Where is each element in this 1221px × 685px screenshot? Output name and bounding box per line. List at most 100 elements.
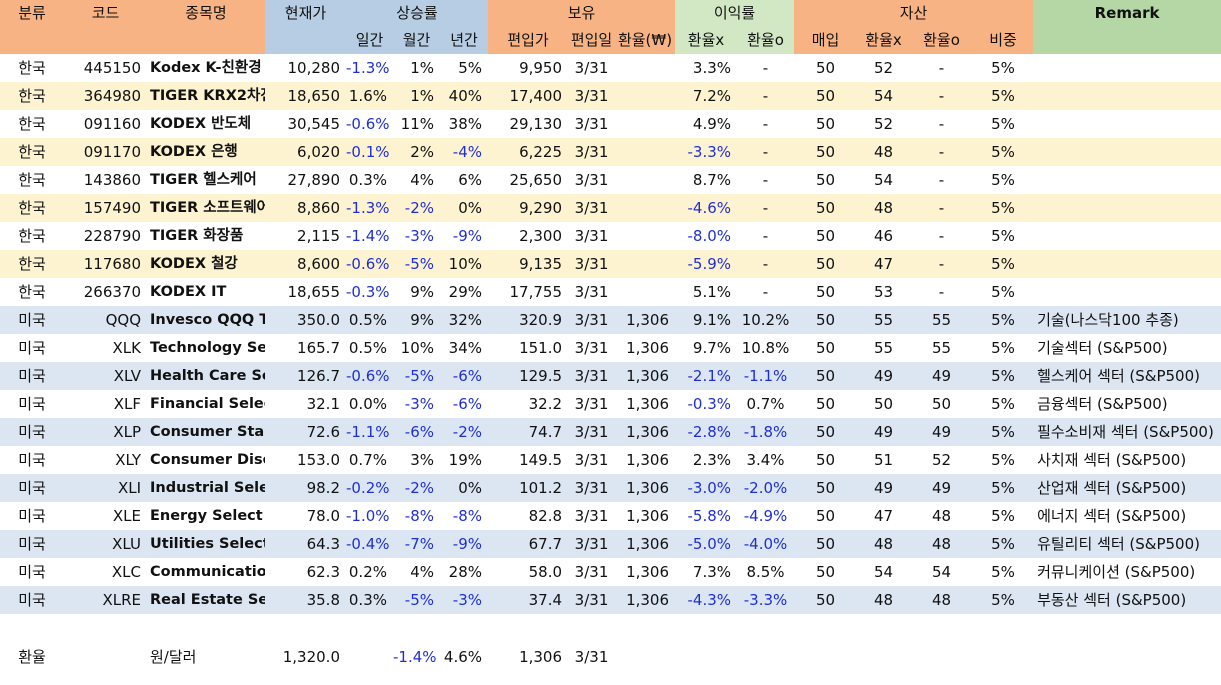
cell-yearly[interactable]: -6% [452, 395, 483, 413]
cell-category[interactable]: 미국 [18, 507, 46, 525]
cell-fx-rate[interactable]: 1,306 [615, 474, 676, 502]
cell-weight[interactable]: 5% [991, 339, 1015, 357]
cell-asset-o[interactable]: 55 [931, 339, 952, 357]
cell-yearly[interactable]: 0% [440, 474, 489, 502]
cell-category[interactable]: 미국 [0, 418, 64, 446]
cell-purchase[interactable]: 50 [815, 171, 836, 189]
cell-price[interactable]: 32.1 [306, 395, 340, 413]
cell-buy-price[interactable]: 67.7 [488, 530, 569, 558]
cell-asset-x[interactable]: 46 [873, 227, 894, 245]
cell-code[interactable]: XLK [112, 339, 141, 357]
cell-purchase[interactable]: 50 [794, 586, 858, 614]
cell-daily[interactable]: 0.2% [348, 563, 387, 581]
cell-fx-rate[interactable]: 1,306 [626, 395, 670, 413]
cell-name[interactable]: Health Care Select [147, 362, 265, 390]
header-name[interactable]: 종목명 [147, 0, 265, 27]
cell-monthly[interactable]: -6% [393, 418, 440, 446]
header-yearly[interactable]: 년간 [440, 27, 489, 54]
cell-yearly[interactable]: 40% [440, 82, 489, 110]
cell-category[interactable]: 미국 [0, 474, 64, 502]
cell-profit-o[interactable]: 8.5% [746, 563, 785, 581]
cell-category[interactable]: 미국 [0, 306, 64, 334]
cell-asset-x[interactable]: 48 [857, 530, 911, 558]
fx-empty-1[interactable] [64, 642, 147, 672]
cell-buy-date[interactable]: 3/31 [574, 395, 609, 413]
cell-remark[interactable] [1033, 54, 1221, 82]
cell-purchase[interactable]: 50 [794, 418, 858, 446]
cell-weight[interactable]: 5% [991, 59, 1015, 77]
cell-buy-date[interactable]: 3/31 [574, 171, 609, 189]
cell-name[interactable]: TIGER 화장품 [150, 228, 244, 244]
cell-monthly[interactable]: -8% [404, 507, 434, 525]
cell-category[interactable]: 한국 [18, 227, 46, 245]
cell-asset-x[interactable]: 54 [857, 82, 911, 110]
cell-profit-o[interactable]: 10.2% [737, 306, 795, 334]
cell-weight[interactable]: 5% [991, 563, 1015, 581]
cell-price[interactable]: 165.7 [297, 339, 340, 357]
fx-daily[interactable] [346, 642, 393, 672]
cell-code[interactable]: XLI [64, 474, 147, 502]
cell-yearly[interactable]: -9% [452, 227, 483, 245]
cell-yearly[interactable]: -2% [440, 418, 489, 446]
cell-code[interactable]: 091170 [64, 138, 147, 166]
header-asset-x[interactable]: 환율x [857, 27, 911, 54]
cell-weight[interactable]: 5% [973, 82, 1034, 110]
cell-asset-x[interactable]: 48 [857, 138, 911, 166]
cell-purchase[interactable]: 50 [794, 530, 858, 558]
cell-profit-o[interactable]: - [762, 115, 769, 133]
cell-monthly[interactable]: 3% [410, 451, 434, 469]
cell-buy-price[interactable]: 101.2 [488, 474, 569, 502]
header-purchase[interactable]: 매입 [794, 27, 858, 54]
cell-weight[interactable]: 5% [991, 115, 1015, 133]
cell-remark[interactable]: 부동산 섹터 (S&P500) [1033, 586, 1221, 614]
cell-purchase[interactable]: 50 [815, 451, 836, 469]
cell-name[interactable]: TIGER 헬스케어 [150, 172, 257, 188]
cell-asset-x[interactable]: 48 [857, 586, 911, 614]
cell-price[interactable]: 18,655 [287, 283, 341, 301]
cell-fx-rate[interactable]: 1,306 [615, 306, 676, 334]
cell-fx-rate[interactable] [615, 194, 676, 222]
cell-profit-x[interactable]: 9.7% [692, 339, 732, 357]
cell-buy-price[interactable]: 32.2 [528, 395, 563, 413]
cell-price[interactable]: 64.3 [265, 530, 346, 558]
cell-daily[interactable]: -1.1% [346, 418, 393, 446]
cell-profit-o[interactable]: - [762, 227, 769, 245]
cell-remark[interactable] [1033, 278, 1221, 306]
cell-weight[interactable]: 5% [991, 283, 1015, 301]
cell-buy-date[interactable]: 3/31 [568, 418, 616, 446]
cell-buy-date[interactable]: 3/31 [568, 306, 616, 334]
cell-remark[interactable] [1033, 82, 1221, 110]
cell-asset-x[interactable]: 53 [873, 283, 894, 301]
cell-asset-o[interactable]: 50 [931, 395, 952, 413]
cell-yearly[interactable]: 32% [440, 306, 489, 334]
cell-name[interactable]: Consumer Discretionary [150, 452, 265, 468]
cell-buy-price[interactable]: 149.5 [519, 451, 563, 469]
fx-empty-2[interactable] [615, 642, 1221, 672]
cell-asset-o[interactable]: - [938, 59, 945, 77]
cell-daily[interactable]: -0.3% [346, 283, 390, 301]
header-profit-x[interactable]: 환율x [675, 27, 738, 54]
cell-category[interactable]: 한국 [18, 115, 46, 133]
cell-yearly[interactable]: 10% [440, 250, 489, 278]
cell-profit-x[interactable]: -3.0% [675, 474, 738, 502]
cell-fx-rate[interactable] [615, 278, 675, 306]
cell-daily[interactable]: 1.6% [346, 82, 393, 110]
cell-purchase[interactable]: 50 [815, 227, 836, 245]
fx-label[interactable]: 환율 [18, 648, 46, 666]
cell-price[interactable]: 126.7 [265, 362, 346, 390]
cell-category[interactable]: 한국 [0, 82, 64, 110]
cell-asset-x[interactable]: 52 [873, 115, 894, 133]
cell-yearly[interactable]: 34% [448, 339, 483, 357]
cell-price[interactable]: 72.6 [265, 418, 346, 446]
cell-category[interactable]: 미국 [0, 530, 64, 558]
cell-price[interactable]: 35.8 [265, 586, 346, 614]
cell-buy-price[interactable]: 29,130 [509, 115, 563, 133]
cell-category[interactable]: 한국 [0, 194, 64, 222]
cell-yearly[interactable]: -9% [440, 530, 489, 558]
cell-buy-price[interactable]: 129.5 [488, 362, 569, 390]
cell-profit-x[interactable]: -2.8% [675, 418, 738, 446]
cell-buy-price[interactable]: 37.4 [488, 586, 569, 614]
cell-remark[interactable]: 기술섹터 (S&P500) [1037, 339, 1168, 357]
cell-buy-price[interactable]: 82.8 [528, 507, 563, 525]
cell-code[interactable]: XLP [64, 418, 147, 446]
